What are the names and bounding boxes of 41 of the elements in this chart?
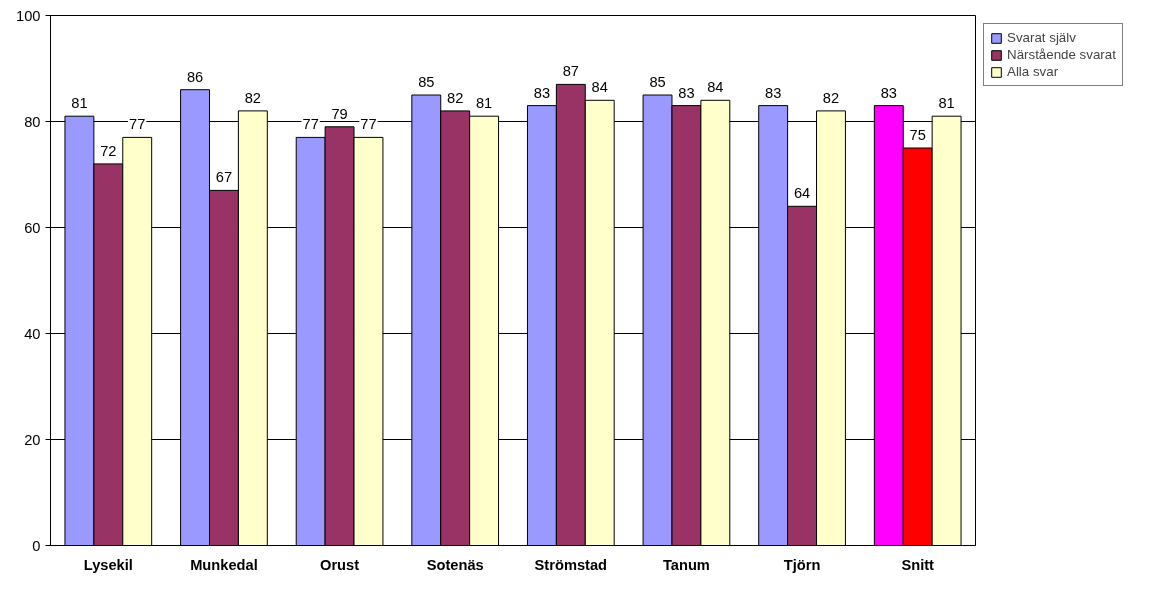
data-label: 83: [880, 84, 897, 101]
x-tick-label: Strömstad: [534, 556, 608, 573]
y-tick-label: 40: [24, 325, 41, 342]
y-tick-label: 0: [32, 537, 41, 554]
x-tick-label: Lysekil: [83, 556, 133, 573]
data-label: 67: [215, 169, 233, 186]
y-tick-label: 20: [24, 431, 41, 448]
x-tick-label: Snitt: [901, 556, 935, 573]
x-tick-label: Tjörn: [783, 556, 821, 573]
data-label: 83: [765, 84, 782, 101]
data-label: 85: [649, 74, 666, 90]
data-label: 81: [71, 95, 88, 112]
x-tick-label: Tanum: [662, 556, 710, 573]
data-label: 81: [938, 95, 955, 112]
data-label: 79: [331, 105, 348, 122]
y-tick-label: 80: [24, 113, 41, 130]
data-label: 77: [360, 116, 377, 133]
data-label: 72: [100, 142, 117, 159]
data-label: 87: [562, 63, 579, 80]
legend-label: Svarat själv: [1007, 30, 1076, 45]
data-label: 83: [678, 84, 695, 101]
data-label: 83: [533, 84, 551, 101]
y-tick-label: 100: [16, 7, 41, 24]
data-label: 82: [447, 89, 464, 106]
legend-label: Närstående svarat: [1007, 47, 1116, 62]
data-label: 82: [822, 89, 840, 106]
data-label: 64: [793, 185, 811, 202]
data-label: 82: [244, 89, 262, 106]
legend-label: Alla svar: [1007, 64, 1059, 79]
y-tick-label: 60: [24, 219, 41, 236]
data-label: 77: [129, 116, 146, 133]
data-label: 86: [186, 68, 204, 85]
x-tick-label: Munkedal: [190, 556, 258, 573]
x-tick-label: Sotenäs: [426, 556, 484, 573]
data-label: 84: [591, 79, 608, 96]
x-tick-label: Orust: [320, 556, 360, 573]
data-label: 81: [475, 95, 493, 112]
data-label: 84: [707, 79, 724, 96]
data-label: 75: [909, 127, 926, 143]
data-label: 77: [302, 116, 319, 133]
data-label: 85: [418, 74, 435, 90]
